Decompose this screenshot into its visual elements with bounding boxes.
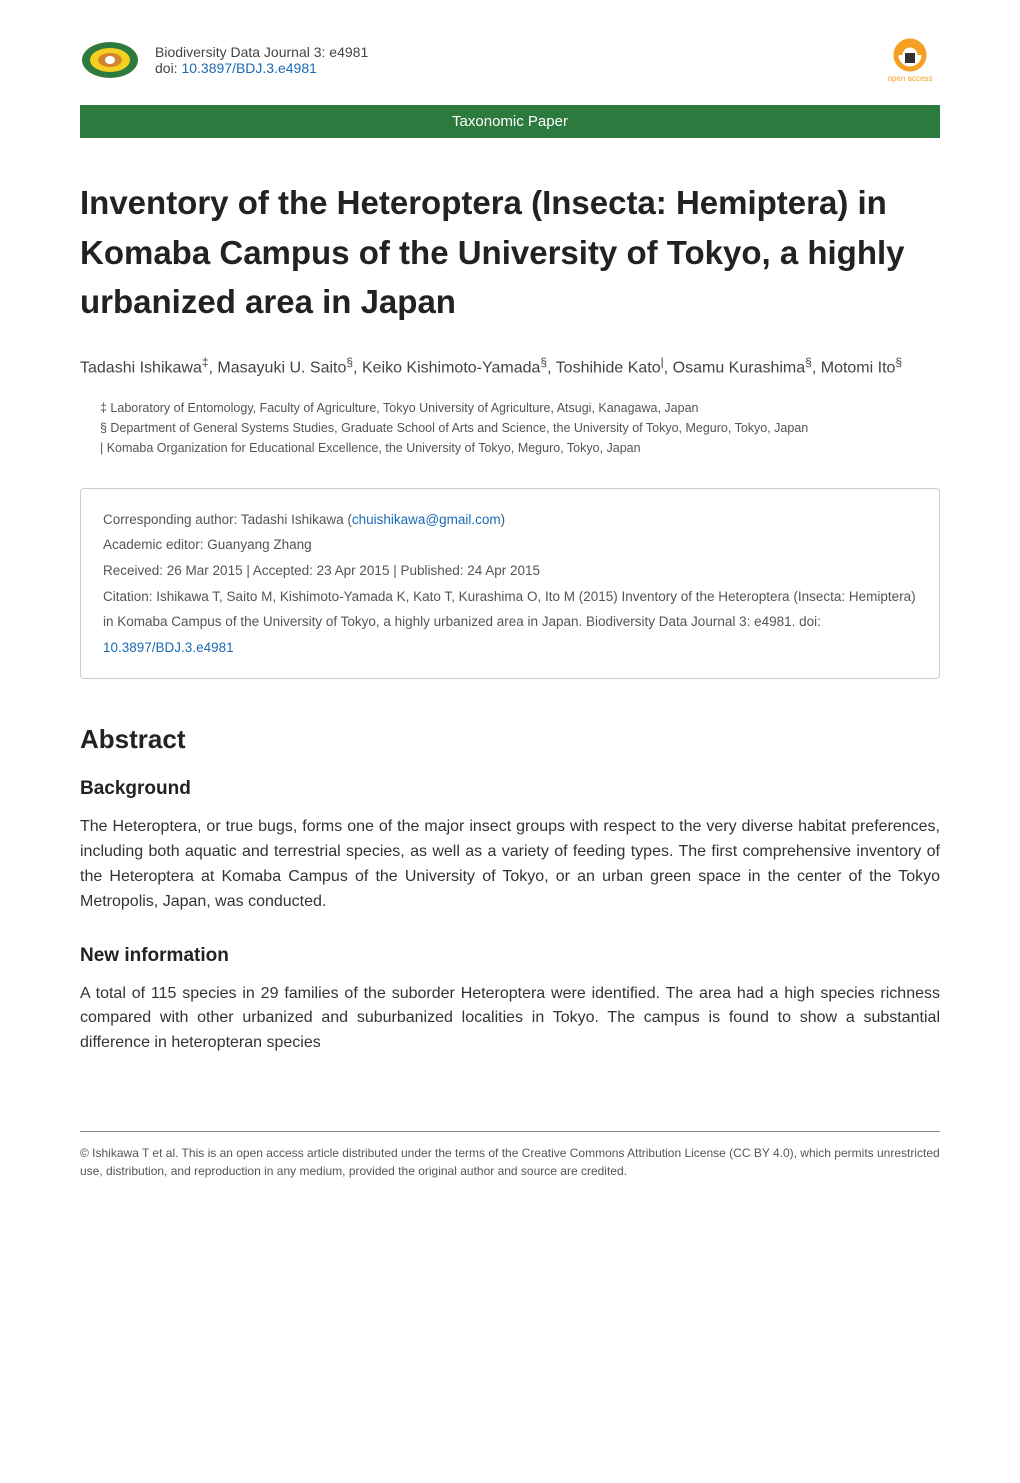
paper-type-bar: Taxonomic Paper (80, 105, 940, 138)
journal-info: Biodiversity Data Journal 3: e4981 doi: … (140, 44, 880, 76)
corresponding-close: ) (501, 512, 506, 527)
affiliation-line: ‡ Laboratory of Entomology, Faculty of A… (100, 398, 940, 418)
header-row: Biodiversity Data Journal 3: e4981 doi: … (0, 0, 1020, 105)
doi-line: doi: 10.3897/BDJ.3.e4981 (155, 60, 880, 76)
corresponding-label: Corresponding author: Tadashi Ishikawa ( (103, 512, 352, 527)
doi-label: doi: (155, 60, 181, 76)
open-access-logo: open access (880, 35, 940, 85)
citation-text: Citation: Ishikawa T, Saito M, Kishimoto… (103, 589, 916, 630)
journal-logo (80, 30, 140, 90)
doi-link[interactable]: 10.3897/BDJ.3.e4981 (181, 60, 316, 76)
metadata-box: Corresponding author: Tadashi Ishikawa (… (80, 488, 940, 680)
citation: Citation: Ishikawa T, Saito M, Kishimoto… (103, 584, 917, 661)
paper-title: Inventory of the Heteroptera (Insecta: H… (0, 138, 1020, 352)
affiliations: ‡ Laboratory of Entomology, Faculty of A… (0, 398, 1020, 478)
abstract-heading: Abstract (0, 714, 1020, 773)
dates-line: Received: 26 Mar 2015 | Accepted: 23 Apr… (103, 558, 917, 584)
affiliation-line: § Department of General Systems Studies,… (100, 418, 940, 438)
academic-editor: Academic editor: Guanyang Zhang (103, 532, 917, 558)
newinfo-text: A total of 115 species in 29 families of… (0, 982, 1020, 1081)
copyright-footer: © Ishikawa T et al. This is an open acce… (80, 1131, 940, 1180)
affiliation-line: | Komaba Organization for Educational Ex… (100, 438, 940, 458)
citation-doi-link[interactable]: 10.3897/BDJ.3.e4981 (103, 640, 234, 655)
corresponding-email[interactable]: chuishikawa@gmail.com (352, 512, 501, 527)
journal-line: Biodiversity Data Journal 3: e4981 (155, 44, 880, 60)
corresponding-author: Corresponding author: Tadashi Ishikawa (… (103, 507, 917, 533)
background-text: The Heteroptera, or true bugs, forms one… (0, 815, 1020, 939)
background-heading: Background (0, 773, 1020, 815)
authors-list: Tadashi Ishikawa‡, Masayuki U. Saito§, K… (0, 352, 1020, 398)
open-access-text: open access (888, 74, 933, 83)
newinfo-heading: New information (0, 940, 1020, 982)
